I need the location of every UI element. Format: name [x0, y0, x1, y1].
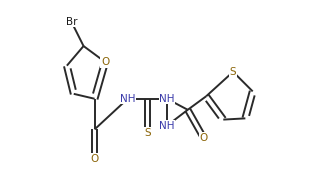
- Text: NH: NH: [159, 121, 175, 131]
- Text: S: S: [144, 128, 151, 138]
- Text: O: O: [200, 133, 208, 143]
- Text: NH: NH: [120, 94, 135, 104]
- Text: NH: NH: [159, 94, 175, 104]
- Text: Br: Br: [65, 17, 77, 26]
- Text: O: O: [101, 57, 109, 67]
- Text: O: O: [90, 154, 99, 164]
- Text: S: S: [230, 67, 237, 77]
